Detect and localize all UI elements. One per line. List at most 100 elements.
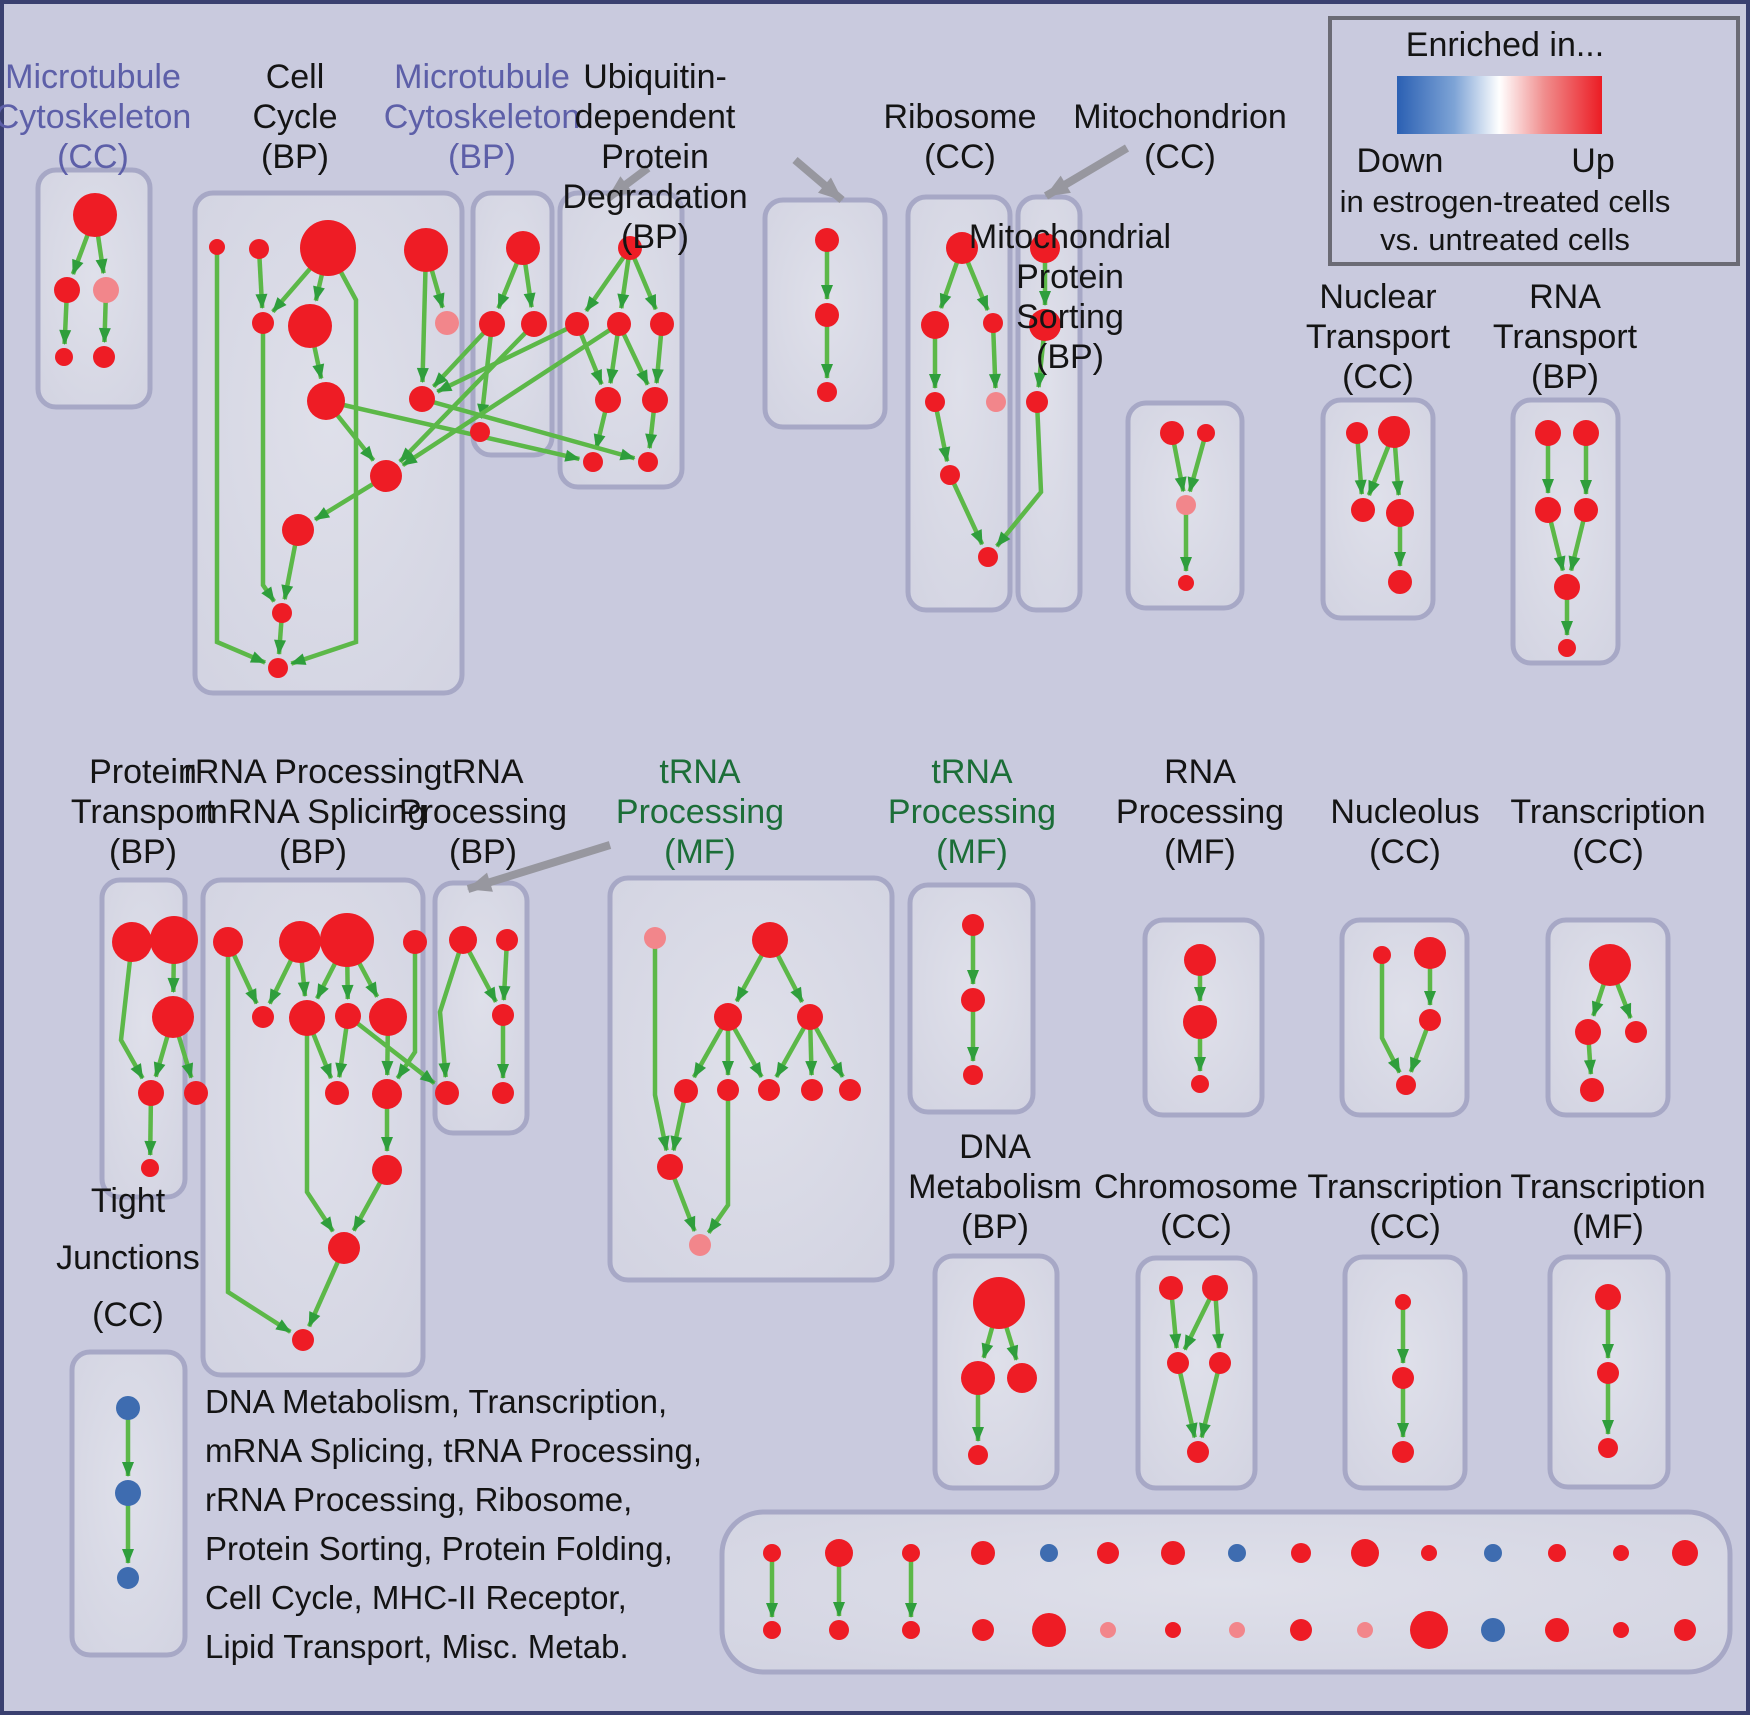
go-term-node-up: [1026, 391, 1048, 413]
category-label-nuclear-transport: (CC): [1342, 358, 1414, 396]
go-term-node-up: [962, 914, 984, 936]
go-term-node-up: [209, 239, 225, 255]
go-term-node-up: [1421, 1545, 1437, 1561]
go-term-node-up: [1167, 1352, 1189, 1374]
go-term-node-down: [1481, 1618, 1505, 1642]
edge: [436, 321, 578, 394]
go-term-node-up: [184, 1081, 208, 1105]
legend-subtitle-1: in estrogen-treated cells: [1340, 184, 1671, 219]
category-label-chromosome: Chromosome: [1094, 1168, 1298, 1206]
category-label-transcription-mf: (MF): [1572, 1208, 1644, 1246]
category-label-ubiquitin: (BP): [621, 218, 689, 256]
go-term-node-up: [1535, 497, 1561, 523]
category-label-chromosome: (CC): [1160, 1208, 1232, 1246]
go-term-node-up: [404, 228, 448, 272]
go-term-node-weak-up: [1357, 1622, 1373, 1638]
category-label-rrna-mrna: (BP): [279, 833, 347, 871]
go-term-node-up: [961, 988, 985, 1012]
go-term-node-up: [152, 996, 194, 1038]
go-term-node-up: [521, 311, 547, 337]
go-term-node-up: [583, 452, 603, 472]
go-term-node-up: [763, 1544, 781, 1562]
category-label-ubiquitin: Ubiquitin-: [583, 58, 727, 96]
go-term-node-up: [972, 1619, 994, 1641]
go-term-node-up: [1183, 1005, 1217, 1039]
go-term-node-up: [370, 460, 402, 492]
edge: [260, 323, 277, 603]
category-label-mitochondrion: Mitochondrion: [1073, 98, 1287, 136]
category-label-protein-transport: (BP): [109, 833, 177, 871]
go-term-node-up: [1574, 498, 1598, 522]
go-term-node-up: [150, 916, 198, 964]
go-term-node-up: [1159, 1276, 1183, 1300]
go-term-node-up: [1554, 574, 1580, 600]
go-term-node-up: [921, 311, 949, 339]
go-term-node-up: [1187, 1441, 1209, 1463]
go-term-node-up: [1030, 233, 1060, 263]
go-term-node-up: [479, 311, 505, 337]
category-label-dna-metabolism: Metabolism: [908, 1168, 1082, 1206]
category-label-trna-mf-2: Processing: [888, 793, 1056, 831]
go-term-node-up: [54, 277, 80, 303]
go-term-node-up: [1388, 570, 1412, 594]
legend-down-label: Down: [1357, 142, 1444, 180]
go-term-node-up: [817, 382, 837, 402]
category-label-transcription-cc-bot: Transcription: [1307, 1168, 1502, 1206]
go-term-node-down: [1040, 1544, 1058, 1562]
go-term-node-up: [642, 387, 668, 413]
category-label-mito-sorting: (BP): [1036, 338, 1104, 376]
go-term-node-up: [1165, 1622, 1181, 1638]
go-term-node-up: [506, 231, 540, 265]
category-box-nuclear-transport: [1320, 397, 1436, 621]
go-term-node-up: [839, 1079, 861, 1101]
category-label-tight-junctions: Junctions: [56, 1239, 200, 1277]
category-label-ubiquitin: Degradation: [562, 178, 747, 216]
category-label-rna-transport: RNA: [1529, 278, 1601, 316]
go-term-node-up: [946, 232, 978, 264]
go-term-node-up: [717, 1079, 739, 1101]
go-term-node-up: [1414, 937, 1446, 969]
category-box-chromosome: [1135, 1255, 1258, 1491]
go-term-node-up: [1597, 1362, 1619, 1384]
go-term-node-up: [1674, 1619, 1696, 1641]
go-term-node-up: [213, 927, 243, 957]
go-term-node-up: [1392, 1441, 1414, 1463]
edge: [395, 942, 418, 1080]
go-term-node-up: [1580, 1078, 1604, 1102]
category-box-dna-metabolism: [932, 1253, 1060, 1491]
category-label-cell-cycle: (BP): [261, 138, 329, 176]
edge: [225, 942, 292, 1334]
go-term-node-up: [1392, 1367, 1414, 1389]
go-term-node-up: [1419, 1009, 1441, 1031]
go-term-node-up: [435, 1081, 459, 1105]
go-term-node-up: [112, 922, 152, 962]
category-label-dna-metabolism: (BP): [961, 1208, 1029, 1246]
go-term-node-up: [1197, 424, 1215, 442]
edge: [118, 941, 145, 1080]
go-term-node-up: [1161, 1541, 1185, 1565]
go-term-node-up: [449, 926, 477, 954]
go-term-node-up: [1410, 1611, 1448, 1649]
edge: [437, 939, 466, 1079]
go-term-node-up: [1545, 1618, 1569, 1642]
misc-clusters-text-line: rRNA Processing, Ribosome,: [205, 1481, 632, 1518]
go-term-node-up: [328, 1232, 360, 1264]
go-term-node-up: [307, 382, 345, 420]
go-term-node-up: [925, 392, 945, 412]
edge: [1199, 1362, 1223, 1439]
go-term-node-down: [116, 1396, 140, 1420]
go-term-node-up: [138, 1080, 164, 1106]
misc-clusters-text-line: Lipid Transport, Misc. Metab.: [205, 1628, 629, 1665]
category-box-transcription-cc-mid: [1545, 917, 1671, 1118]
go-term-node-up: [300, 220, 356, 276]
edge: [304, 1018, 335, 1233]
category-box-nucleolus: [1339, 917, 1470, 1118]
go-term-node-up: [763, 1621, 781, 1639]
go-term-node-up: [409, 386, 435, 412]
category-label-rna-proc-mf: (MF): [1164, 833, 1236, 871]
go-term-node-up: [825, 1539, 853, 1567]
edge: [1187, 432, 1209, 493]
go-term-node-up: [565, 312, 589, 336]
